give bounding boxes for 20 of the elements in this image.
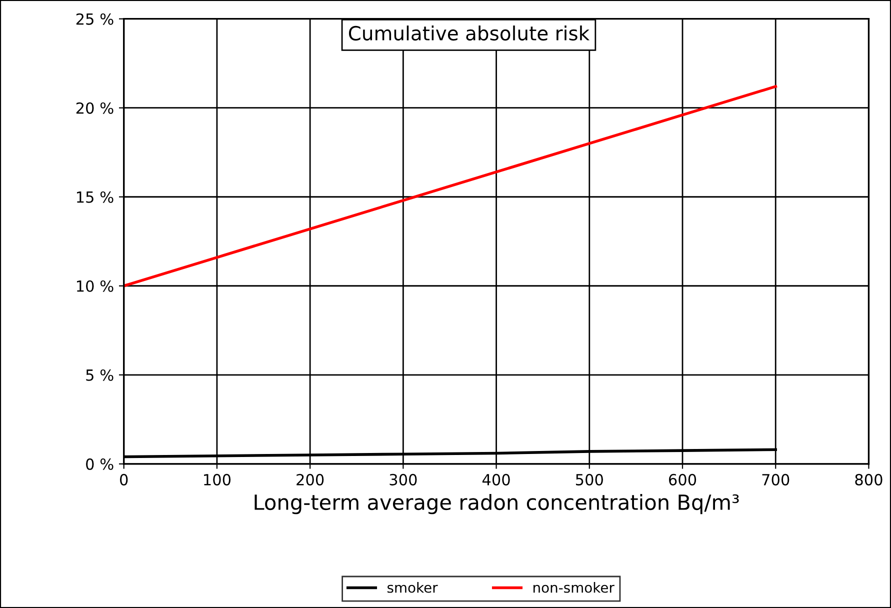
x-tick-label: 300: [390, 474, 417, 486]
x-axis-title: Long-term average radon concentration Bq/m³: [254, 494, 739, 514]
y-tick-label: 20 %: [76, 102, 114, 114]
x-tick-label: 400: [482, 474, 510, 486]
y-tick-label: 0 %: [86, 458, 114, 470]
y-tick-label: 10 %: [76, 280, 114, 292]
line-series: [124, 85, 778, 288]
legend-label: smoker: [388, 582, 438, 593]
x-tick-label: 600: [668, 474, 696, 486]
y-tick-label: 15 %: [76, 191, 114, 203]
x-tick-label: 800: [855, 474, 882, 486]
y-tick-label: 5 %: [86, 369, 114, 381]
x-tick-label: 700: [762, 474, 790, 486]
legend-label: non-smoker: [534, 582, 614, 593]
y-tick-label: 25 %: [76, 13, 114, 25]
x-tick-label: 200: [296, 474, 324, 486]
chart-title: Cumulative absolute risk: [348, 26, 590, 41]
x-tick-label: 100: [204, 474, 231, 486]
x-tick-label: 500: [576, 474, 603, 486]
x-tick-label: 0: [120, 474, 128, 486]
